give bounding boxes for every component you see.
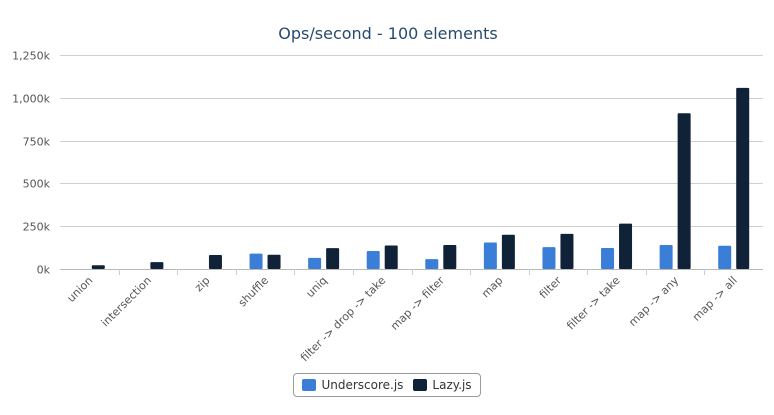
legend-label-lazy: Lazy.js [432, 378, 472, 392]
bar-lazy[interactable] [150, 262, 164, 269]
x-tick-label: map -> any [626, 274, 681, 329]
bar-underscore[interactable] [718, 245, 732, 269]
bar-underscore[interactable] [601, 247, 615, 269]
bar-underscore[interactable] [542, 247, 556, 269]
gridlines [60, 55, 763, 270]
bar-lazy[interactable] [267, 254, 281, 269]
x-tick-label: map -> all [690, 274, 740, 324]
bar-underscore[interactable] [483, 242, 497, 269]
bar-lazy[interactable] [677, 113, 691, 269]
x-tick-label: filter -> take [564, 274, 623, 333]
y-tick-label: 0k [37, 264, 51, 277]
x-tick-label: intersection [99, 274, 154, 329]
bars [91, 87, 750, 270]
legend-label-underscore: Underscore.js [321, 378, 404, 392]
x-tick-label: map -> filter [388, 274, 447, 333]
bar-underscore[interactable] [366, 251, 380, 269]
bar-underscore[interactable] [249, 253, 263, 269]
x-tick-label: uniq [304, 274, 330, 300]
bar-lazy[interactable] [619, 223, 633, 269]
y-tick-label: 1,000k [12, 93, 50, 106]
y-tick-label: 1,250k [12, 50, 50, 63]
bar-lazy[interactable] [443, 245, 457, 269]
bar-lazy[interactable] [560, 233, 574, 269]
x-tick-label: zip [192, 274, 212, 294]
legend: Underscore.js Lazy.js [293, 373, 481, 397]
bar-lazy[interactable] [326, 248, 340, 269]
y-tick-label: 500k [23, 178, 51, 191]
bar-lazy[interactable] [208, 254, 222, 269]
x-tick-label: union [65, 274, 96, 305]
bar-lazy[interactable] [384, 245, 398, 269]
y-axis: 0k 250k 500k 750k 1,000k 1,250k [12, 50, 50, 277]
y-tick-label: 750k [23, 136, 51, 149]
bar-lazy[interactable] [91, 265, 105, 269]
bar-lazy[interactable] [501, 234, 515, 269]
bar-underscore[interactable] [308, 257, 322, 269]
bar-lazy[interactable] [736, 87, 750, 270]
x-tick-label: filter [537, 274, 565, 302]
x-tick-label: map [479, 274, 505, 300]
bar-underscore[interactable] [659, 245, 673, 269]
legend-swatch-underscore [302, 379, 317, 391]
legend-item-lazy[interactable]: Lazy.js [413, 378, 472, 392]
bar-underscore[interactable] [425, 259, 439, 269]
chart-title: Ops/second - 100 elements [278, 24, 497, 43]
y-tick-label: 250k [23, 221, 51, 234]
legend-swatch-lazy [413, 379, 428, 391]
x-axis: union intersection zip shuffle uniq filter ->… [65, 269, 740, 364]
x-tick-label: shuffle [236, 274, 272, 310]
legend-item-underscore[interactable]: Underscore.js [302, 378, 403, 392]
